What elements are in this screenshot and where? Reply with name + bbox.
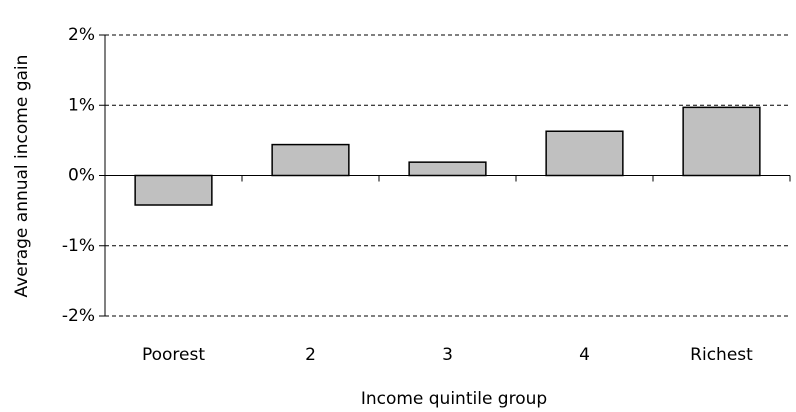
- x-tick-label: 2: [305, 345, 316, 365]
- x-tick-label: 4: [579, 345, 590, 365]
- y-tick-label: 0%: [68, 166, 95, 186]
- y-tick-label: 2%: [68, 25, 95, 45]
- x-tick-label: 3: [442, 345, 453, 365]
- y-tick-label: -2%: [62, 306, 95, 326]
- y-tick-label: -1%: [62, 236, 95, 256]
- bar: [408, 161, 487, 177]
- bar: [134, 174, 213, 206]
- y-axis-title: Average annual income gain: [12, 55, 32, 298]
- bar: [271, 143, 350, 177]
- x-axis-title: Income quintile group: [361, 389, 547, 409]
- bar: [682, 106, 761, 177]
- x-tick-label: Richest: [690, 345, 753, 365]
- x-tick-label: Poorest: [142, 345, 205, 365]
- y-tick-label: 1%: [68, 95, 95, 115]
- bar: [545, 130, 624, 177]
